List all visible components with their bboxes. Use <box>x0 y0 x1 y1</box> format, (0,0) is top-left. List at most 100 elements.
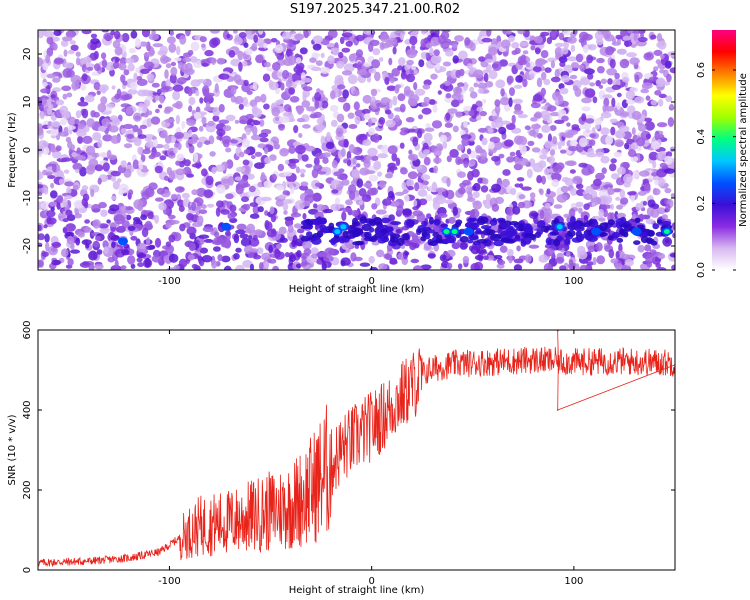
band-cell <box>427 238 434 246</box>
spectrogram-cell <box>425 52 430 59</box>
spectrogram-cell <box>77 101 89 107</box>
spectrogram-cell <box>528 244 540 249</box>
spectrogram-cell <box>301 77 312 83</box>
spectrogram-cell <box>288 181 294 189</box>
spectrogram-cell <box>244 228 252 234</box>
spectrogram-cell <box>272 265 279 270</box>
spectrogram-cell <box>469 159 476 166</box>
spectrogram-cell <box>521 186 532 191</box>
spectrogram-cell <box>312 192 322 202</box>
spectrogram-cell <box>305 163 313 168</box>
spectrogram-cell <box>362 139 372 146</box>
spectrogram-cell <box>619 189 626 199</box>
spectrogram-cell <box>431 181 438 191</box>
spectrogram-cell <box>249 213 260 219</box>
spectrogram-cell <box>512 206 521 215</box>
spectrogram-cell <box>133 72 138 82</box>
spectrogram-cell <box>225 193 234 200</box>
spectrogram-cell <box>40 201 50 210</box>
spectrogram-cell <box>289 163 297 170</box>
spectrogram-cell <box>51 259 61 266</box>
spectrogram-cell <box>210 57 217 65</box>
spectrogram-cell <box>562 30 571 36</box>
spectrogram-cell <box>242 96 248 106</box>
spectrogram-cell <box>252 120 261 126</box>
spectrogram-cell <box>516 177 525 182</box>
spectrogram-cell <box>178 258 188 268</box>
spectrogram-cell <box>575 183 584 190</box>
spectrogram-cell <box>577 64 585 69</box>
spectrogram-cell <box>85 165 96 175</box>
spectrogram-cell <box>534 47 541 55</box>
spectrogram-cell <box>133 199 144 210</box>
spectrogram-cell <box>367 118 372 128</box>
spectrogram-cell <box>147 110 153 116</box>
spectrogram-cell <box>269 206 275 215</box>
spectrogram-cell <box>584 68 595 75</box>
spectrogram-cell <box>110 235 120 241</box>
spectrogram-cell <box>469 86 475 93</box>
spectrogram-cell <box>61 111 71 119</box>
spectrogram-cell <box>282 199 293 204</box>
spectrogram-cell <box>392 46 397 55</box>
spectrogram-cell <box>201 116 207 125</box>
spectrogram-cell <box>302 93 307 102</box>
spectrogram-cell <box>605 135 614 145</box>
spectrogram-cell <box>582 44 589 54</box>
spectrogram-cell <box>657 40 667 50</box>
spectrogram-cell <box>370 96 376 103</box>
spectrogram-cell <box>50 182 55 189</box>
spectrogram-cell <box>97 177 102 185</box>
spectrogram-cell <box>42 63 49 71</box>
spectrogram-cell <box>284 159 290 165</box>
spectrogram-cell <box>251 30 256 35</box>
spectrogram-cell <box>630 156 639 162</box>
spectrogram-cell <box>206 203 215 208</box>
spectrogram-cell <box>630 142 639 150</box>
spectrogram-cell <box>154 214 160 224</box>
spectrogram-cell <box>614 211 619 220</box>
spectrogram-cell <box>63 62 74 69</box>
spectrogram-cell <box>491 203 500 212</box>
spectrogram-cell <box>624 258 634 267</box>
spectrogram-cell <box>243 149 251 155</box>
spectrogram-cell <box>581 113 587 122</box>
spectrogram-cell <box>622 35 631 41</box>
spectrogram-cell <box>248 185 256 193</box>
spectrogram-cell <box>74 213 82 219</box>
spectrogram-cell <box>85 145 96 156</box>
spectrogram-cell <box>301 154 309 162</box>
snr-line <box>38 330 675 568</box>
spectrogram-cell <box>112 180 120 190</box>
spectrogram-cell <box>665 203 671 213</box>
spectrogram-cell <box>616 102 621 110</box>
spectrogram-cell <box>51 241 62 248</box>
spectrogram-cell <box>236 223 247 231</box>
spectrogram-cell <box>578 207 583 214</box>
band-cell <box>480 225 492 230</box>
spectrogram-cell <box>201 43 206 48</box>
x-tick-label: -100 <box>158 576 181 587</box>
spectrogram-cell <box>139 124 148 130</box>
spectrogram-cell <box>204 140 211 146</box>
spectrogram-cell <box>123 123 134 130</box>
spectrogram-cell <box>397 93 406 102</box>
spectrogram-cell <box>57 195 64 204</box>
spectrogram-cell <box>111 85 116 90</box>
band-cell <box>405 219 415 228</box>
spectrogram-cell <box>518 158 529 166</box>
spectrogram-cell <box>279 237 288 243</box>
spectrogram-cell <box>140 214 148 221</box>
spectrogram-cell <box>425 123 431 129</box>
spectrogram-cell <box>258 262 264 270</box>
spectrogram-cell <box>559 265 567 270</box>
spectrogram-cell <box>547 133 553 143</box>
spectrogram-cell <box>416 212 426 223</box>
spectrogram-cell <box>84 94 95 103</box>
spectrogram-cell <box>58 178 65 185</box>
spectrogram-cell <box>273 143 280 150</box>
spectrogram-cell <box>286 191 291 196</box>
spectrogram-cell <box>245 127 251 136</box>
spectrogram-cell <box>246 90 253 95</box>
spectrogram-cell <box>615 34 623 40</box>
